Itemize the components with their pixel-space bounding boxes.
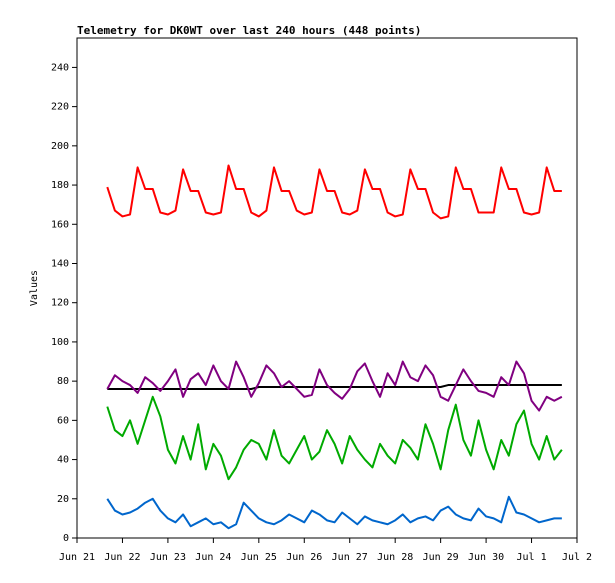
- y-tick-label: 200: [51, 141, 69, 152]
- series-line: [107, 384, 562, 390]
- y-tick-label: 140: [51, 258, 69, 269]
- y-axis-label: Values: [29, 270, 40, 306]
- series-line: [106, 495, 562, 530]
- x-tick-label: Jun 21: [59, 552, 95, 563]
- y-tick-label: 80: [57, 376, 69, 387]
- x-tick-label: Jun 26: [286, 552, 322, 563]
- x-tick-label: Jun 22: [104, 552, 140, 563]
- y-tick-label: 240: [51, 62, 69, 73]
- series-line: [106, 164, 562, 220]
- y-tick-label: 0: [63, 533, 69, 544]
- x-tick-label: Jun 24: [195, 552, 231, 563]
- y-tick-label: 180: [51, 180, 69, 191]
- y-tick-label: 40: [57, 455, 69, 466]
- series-line: [106, 360, 563, 412]
- y-tick-label: 20: [57, 494, 69, 505]
- series-line: [106, 395, 563, 481]
- x-tick-label: Jun 28: [377, 552, 413, 563]
- y-tick-label: 100: [51, 337, 69, 348]
- x-tick-label: Jun 27: [332, 552, 368, 563]
- plot-frame: [76, 37, 578, 539]
- y-tick-label: 220: [51, 102, 69, 113]
- y-tick-label: 60: [57, 415, 69, 426]
- x-tick-label: Jun 25: [241, 552, 277, 563]
- y-tick-label: 120: [51, 298, 69, 309]
- x-tick-label: Jun 30: [468, 552, 504, 563]
- x-tick-label: Jul 1: [516, 552, 546, 563]
- x-tick-label: Jun 29: [423, 552, 459, 563]
- y-tick-label: 160: [51, 219, 69, 230]
- x-tick-label: Jul 2: [562, 552, 592, 563]
- x-tick-label: Jun 23: [150, 552, 186, 563]
- chart-title: Telemetry for DK0WT over last 240 hours …: [77, 24, 421, 37]
